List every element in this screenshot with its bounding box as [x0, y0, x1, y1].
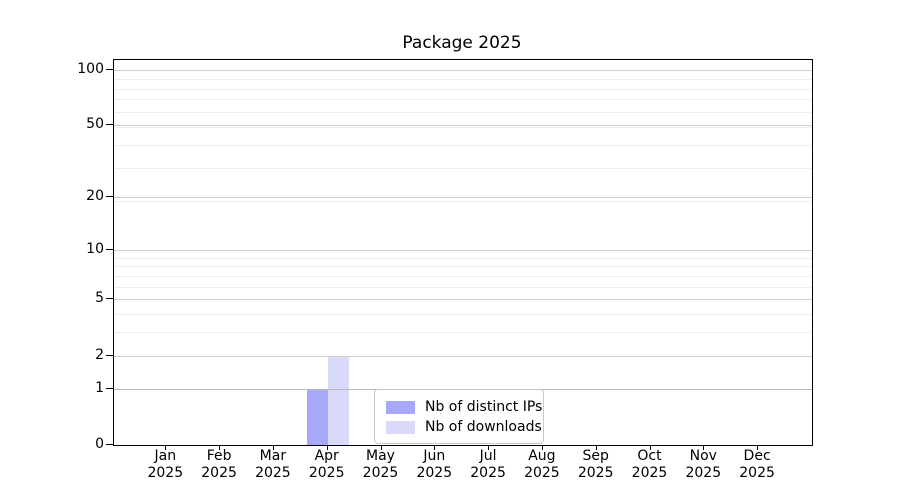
x-tick-month: Jan — [154, 448, 177, 464]
y-tick-mark — [106, 387, 113, 389]
legend-label-downloads: Nb of downloads — [425, 419, 542, 435]
y-gridline-major — [114, 197, 812, 199]
x-tick-year: 2025 — [416, 465, 453, 481]
x-tick-mark — [326, 446, 328, 450]
legend-label-distinct-ips: Nb of distinct IPs — [425, 399, 543, 415]
x-tick-month: Mar — [259, 448, 287, 464]
x-tick-year: 2025 — [147, 465, 184, 481]
x-tick-label-jan: Jan 2025 — [133, 448, 197, 482]
x-tick-year: 2025 — [739, 465, 775, 481]
x-tick-month: Jun — [423, 448, 446, 464]
y-tick-mark — [106, 68, 113, 70]
x-tick-month: Sep — [582, 448, 609, 464]
y-gridline-minor — [114, 126, 812, 128]
y-tick-mark — [106, 298, 113, 300]
y-gridline-minor — [114, 201, 812, 203]
x-tick-mark — [757, 446, 759, 450]
y-gridline-minor — [114, 99, 812, 101]
y-gridline-minor — [114, 112, 812, 113]
x-tick-month: Nov — [689, 448, 717, 464]
x-tick-month: May — [366, 448, 395, 464]
legend: Nb of distinct IPs Nb of downloads — [374, 389, 544, 444]
chart-title: Package 2025 — [402, 33, 522, 53]
y-gridline-major — [114, 355, 812, 357]
y-gridline-minor — [114, 257, 812, 259]
y-gridline-minor — [114, 79, 812, 80]
y-tick-label: 2 — [95, 346, 104, 363]
x-tick-month: Dec — [743, 448, 771, 464]
y-gridline-minor — [114, 88, 812, 90]
y-tick-label: 5 — [95, 290, 104, 307]
x-tick-year: 2025 — [470, 465, 506, 481]
x-tick-label-jun: Jun 2025 — [402, 448, 466, 482]
y-tick-label: 0 — [95, 436, 104, 452]
x-tick-label-nov: Nov 2025 — [671, 448, 735, 482]
x-tick-year: 2025 — [685, 465, 722, 481]
x-tick-year: 2025 — [308, 465, 345, 481]
legend-item-distinct-ips: Nb of distinct IPs — [375, 397, 543, 417]
legend-swatch-distinct-ips — [386, 400, 415, 414]
y-gridline-major — [114, 249, 812, 251]
y-gridline-major — [114, 125, 812, 127]
y-tick-mark — [106, 124, 113, 126]
x-tick-label-dec: Dec 2025 — [725, 448, 789, 482]
y-gridline-minor — [114, 286, 812, 288]
y-gridline-minor — [114, 275, 812, 277]
plot-area: Nb of distinct IPs Nb of downloads — [113, 59, 813, 446]
x-tick-year: 2025 — [524, 465, 560, 481]
x-tick-mark — [434, 446, 436, 450]
x-tick-label-apr: Apr 2025 — [295, 448, 359, 482]
y-gridline-minor — [114, 168, 812, 170]
bar-nb-of-distinct-ips-apr — [306, 388, 328, 445]
x-tick-month: Feb — [206, 448, 232, 464]
y-tick-mark — [106, 196, 113, 198]
x-tick-mark — [272, 446, 274, 450]
x-tick-mark — [649, 446, 651, 450]
x-tick-mark — [380, 446, 382, 450]
x-tick-mark — [703, 446, 705, 450]
x-tick-mark — [488, 446, 490, 450]
x-tick-label-aug: Aug 2025 — [510, 448, 574, 482]
x-tick-year: 2025 — [255, 465, 291, 481]
y-tick-label: 20 — [86, 188, 104, 205]
y-gridline-minor — [114, 266, 812, 268]
x-tick-year: 2025 — [201, 465, 237, 481]
y-tick-label: 1 — [95, 379, 104, 396]
y-tick-label: 10 — [86, 240, 104, 257]
y-gridline-minor — [114, 144, 812, 146]
y-tick-mark — [106, 354, 113, 356]
x-tick-label-feb: Feb 2025 — [187, 448, 251, 482]
y-tick-mark — [106, 248, 113, 250]
y-gridline-major — [114, 299, 812, 301]
y-tick-mark — [106, 444, 113, 445]
x-tick-mark — [595, 446, 597, 450]
x-tick-month: Jul — [479, 448, 497, 464]
x-tick-year: 2025 — [362, 465, 399, 481]
x-tick-label-may: May 2025 — [349, 448, 413, 482]
x-tick-year: 2025 — [631, 465, 668, 481]
bar-nb-of-downloads-apr — [327, 355, 349, 445]
x-tick-month: Oct — [637, 448, 662, 464]
y-gridline-minor — [114, 332, 812, 334]
legend-item-downloads: Nb of downloads — [375, 417, 543, 437]
x-tick-label-mar: Mar 2025 — [241, 448, 305, 482]
y-gridline-minor — [114, 314, 812, 316]
legend-swatch-downloads — [386, 420, 415, 434]
x-tick-label-jul: Jul 2025 — [456, 448, 520, 482]
x-tick-label-sep: Sep 2025 — [564, 448, 628, 482]
y-tick-label: 100 — [77, 60, 104, 77]
x-tick-label-oct: Oct 2025 — [618, 448, 682, 482]
x-tick-year: 2025 — [577, 465, 614, 481]
x-tick-mark — [541, 446, 543, 450]
x-tick-month: Aug — [528, 448, 556, 464]
x-tick-mark — [219, 446, 221, 450]
x-tick-month: Apr — [314, 448, 339, 464]
y-gridline-major — [114, 69, 812, 71]
x-tick-mark — [165, 446, 167, 450]
y-tick-label: 50 — [86, 116, 104, 133]
